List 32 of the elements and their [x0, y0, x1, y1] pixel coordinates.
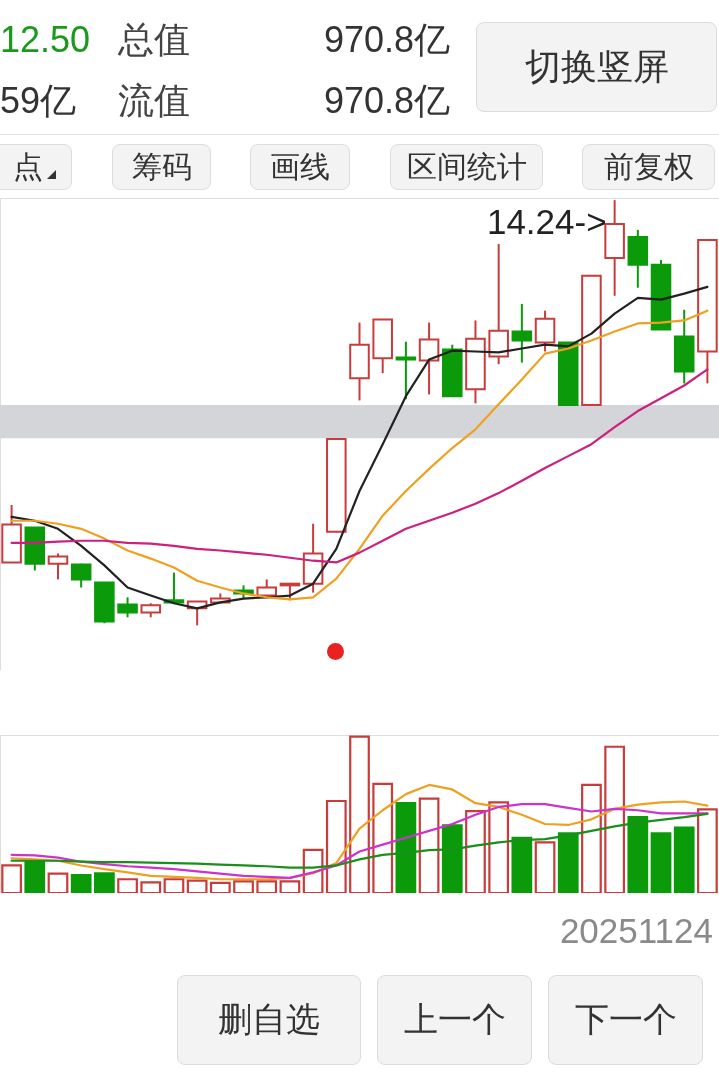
- text: 区间统计: [406, 148, 527, 185]
- text: 970.8亿: [323, 19, 450, 60]
- text: 流值: [118, 80, 190, 121]
- bar: [557, 832, 579, 893]
- text: 12.50: [0, 19, 91, 60]
- candlestick: [534, 309, 556, 353]
- bar: [511, 836, 533, 893]
- candlestick: [395, 340, 417, 401]
- text: 下一个: [574, 999, 677, 1040]
- text: 上一个: [403, 999, 506, 1040]
- text: 20251124: [559, 911, 713, 950]
- text: 画线: [270, 148, 330, 185]
- bar: [627, 816, 649, 893]
- bar: [70, 873, 92, 893]
- text: 前复权: [603, 148, 694, 185]
- bar: [673, 826, 695, 893]
- text: 删自选: [218, 999, 320, 1040]
- text: 总值: [118, 19, 190, 60]
- text: 970.8亿: [323, 80, 450, 121]
- text: 筹码: [131, 148, 192, 185]
- bar: [93, 872, 115, 893]
- bar: [395, 802, 417, 893]
- annotation: 14.24->: [486, 202, 607, 242]
- bar: [24, 860, 46, 893]
- bar: [441, 824, 463, 893]
- candlestick: [117, 596, 138, 619]
- text: 59亿: [0, 80, 77, 121]
- candlestick: [511, 302, 533, 364]
- text: 切换竖屏: [524, 44, 669, 89]
- text: 点: [13, 148, 43, 185]
- candlestick: [47, 552, 69, 581]
- bar: [650, 832, 672, 893]
